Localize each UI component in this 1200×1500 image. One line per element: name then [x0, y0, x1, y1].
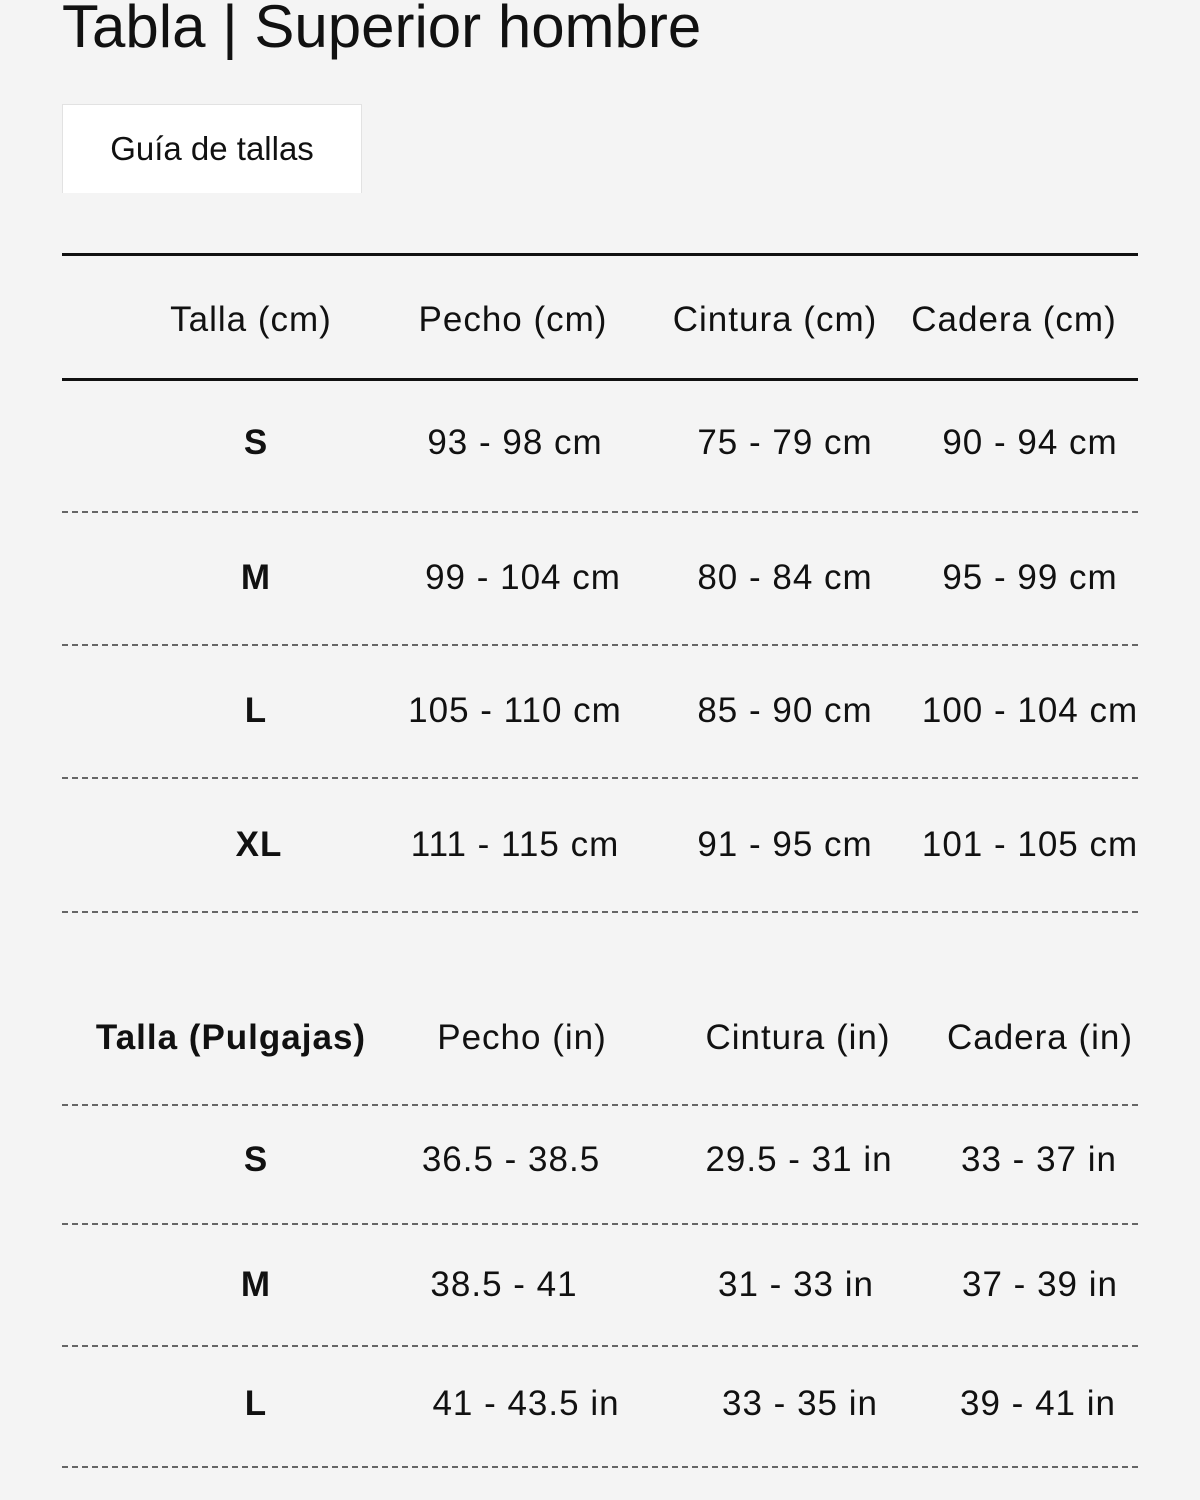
measurement-cell: 111 - 115 cm [410, 825, 620, 864]
size-label: XL [235, 825, 283, 864]
size-label: S [243, 1140, 269, 1179]
measurement-cell: 91 - 95 cm [697, 825, 873, 864]
column-header: Pecho (in) [437, 1018, 607, 1057]
measurement-cell: 105 - 110 cm [408, 691, 622, 730]
measurement-cell: 95 - 99 cm [942, 558, 1118, 597]
row-divider [62, 644, 1138, 646]
measurement-cell: 31 - 33 in [718, 1265, 874, 1304]
measurement-cell: 39 - 41 in [960, 1384, 1116, 1423]
size-label: L [244, 691, 268, 730]
measurement-cell: 93 - 98 cm [427, 423, 603, 462]
measurement-cell: 38.5 - 41 [430, 1265, 578, 1304]
measurement-cell: 100 - 104 cm [921, 691, 1139, 730]
measurement-cell: 33 - 37 in [961, 1140, 1117, 1179]
size-label: L [244, 1384, 268, 1423]
row-divider [62, 777, 1138, 779]
measurement-cell: 36.5 - 38.5 [421, 1140, 601, 1179]
column-header: Talla (cm) [170, 300, 332, 339]
column-header: Pecho (cm) [418, 300, 608, 339]
size-label: S [243, 423, 269, 462]
measurement-cell: 37 - 39 in [962, 1265, 1118, 1304]
measurement-cell: 41 - 43.5 in [432, 1384, 620, 1423]
tab-size-guide[interactable]: Guía de tallas [62, 104, 362, 193]
measurement-cell: 85 - 90 cm [697, 691, 873, 730]
header-bottom-rule [62, 378, 1138, 381]
row-divider [62, 1345, 1138, 1347]
measurement-cell: 33 - 35 in [722, 1384, 878, 1423]
header-divider [62, 1104, 1138, 1106]
measurement-cell: 80 - 84 cm [697, 558, 873, 597]
measurement-cell: 101 - 105 cm [921, 825, 1139, 864]
row-divider [62, 911, 1138, 913]
column-header: Cintura (in) [705, 1018, 891, 1057]
column-header: Cadera (cm) [911, 300, 1117, 339]
row-divider [62, 1223, 1138, 1225]
size-label: M [240, 558, 272, 597]
row-divider [62, 1466, 1138, 1468]
measurement-cell: 90 - 94 cm [942, 423, 1118, 462]
page-title: Tabla | Superior hombre [62, 0, 702, 60]
column-header: Cadera (in) [946, 1018, 1134, 1057]
column-header: Cintura (cm) [672, 300, 878, 339]
measurement-cell: 99 - 104 cm [425, 558, 621, 597]
row-divider [62, 511, 1138, 513]
column-header: Talla (Pulgajas) [95, 1018, 367, 1057]
size-label: M [240, 1265, 272, 1304]
measurement-cell: 29.5 - 31 in [705, 1140, 893, 1179]
header-top-rule [62, 253, 1138, 256]
measurement-cell: 75 - 79 cm [697, 423, 873, 462]
